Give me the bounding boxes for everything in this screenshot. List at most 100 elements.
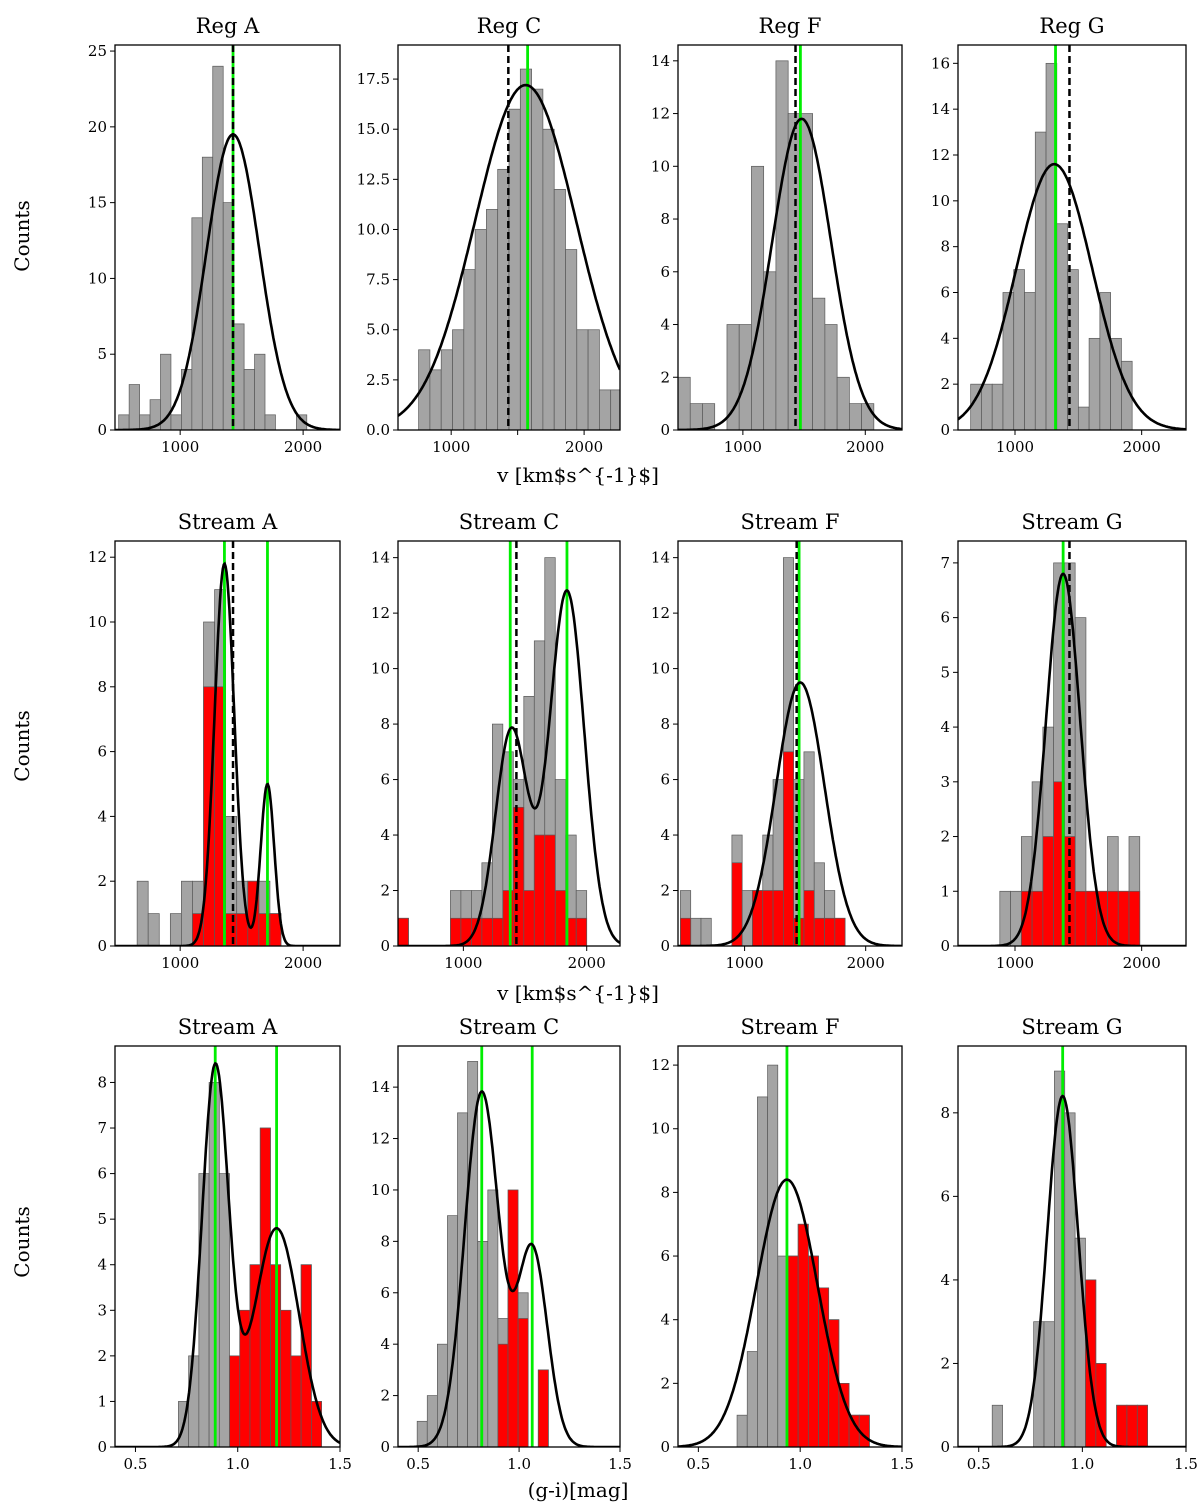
plot-area	[958, 1046, 1186, 1447]
histogram-bar-gray	[775, 60, 789, 430]
y-tick-label: 6	[940, 1187, 950, 1205]
x-tick-label: 1000	[161, 438, 199, 456]
x-tick-label: 2000	[1123, 954, 1161, 972]
panel-2-3: 1000 2000 0 2 4 6 8 10 12 14 Stream F	[651, 510, 903, 972]
histogram-bar-red	[280, 1309, 292, 1447]
histogram-bar-red	[290, 1355, 302, 1447]
y-tick-label: 0	[97, 1438, 107, 1456]
histogram-bar-gray	[999, 890, 1011, 946]
histogram-bar-gray	[689, 403, 703, 430]
histogram-bar-red	[680, 917, 692, 946]
histogram-bar-gray	[1056, 223, 1068, 430]
histogram-bar-gray	[416, 1420, 428, 1447]
panel-1-1: 1000 2000 0 5 10 15 20 25 Reg A	[88, 14, 341, 456]
histogram-bar-red	[502, 890, 514, 946]
y-tick-label: 5	[97, 1210, 107, 1228]
y-tick-label: 8	[940, 238, 950, 256]
histogram-bar-gray	[1067, 269, 1079, 430]
histogram-bar-gray	[678, 376, 691, 430]
plot-frame	[397, 1045, 621, 1448]
x-tick-label: 1.5	[890, 1455, 914, 1473]
y-tick-label: 6	[940, 609, 950, 627]
histogram-bar-red	[544, 834, 556, 946]
y-tick-label: 0	[380, 937, 390, 955]
plot-area	[958, 541, 1186, 946]
y-tick-label: 2	[380, 882, 390, 900]
y-axis-label-row-2: Counts	[10, 710, 34, 781]
y-tick-label: 4	[940, 1271, 950, 1289]
plot-frame	[957, 1045, 1187, 1448]
y-tick-label: 0	[660, 1438, 670, 1456]
x-tick-label: 1000	[161, 954, 199, 972]
histogram-bar-gray	[1110, 337, 1122, 430]
y-tick-label: 16	[931, 54, 950, 72]
histogram-bar-gray	[565, 249, 578, 430]
histogram-bar-gray	[991, 1404, 1003, 1447]
panel-3-1: 0.5 1.0 1.5 0 1 2 3 4 5 6 7 8 Stream A	[97, 1015, 351, 1473]
gaussian-fit-curve	[958, 1094, 1186, 1447]
histogram-bar-gray	[486, 209, 499, 430]
histogram-bar-red	[259, 1127, 271, 1447]
y-tick-label: 0	[940, 421, 950, 439]
panel-title: Reg F	[759, 14, 822, 38]
histogram-bar-red	[1042, 836, 1054, 946]
y-tick-label: 1	[940, 882, 950, 900]
plot-area	[398, 541, 620, 946]
panel-title: Reg G	[1039, 14, 1104, 38]
y-tick-label: 6	[97, 743, 107, 761]
y-tick-label: 12	[371, 604, 390, 622]
panel-3-4: 0.5 1.0 1.5 0 2 4 6 8 Stream G	[940, 1015, 1197, 1473]
histogram-bar-gray	[170, 414, 182, 430]
y-tick-label: 6	[380, 1284, 390, 1302]
x-axis-label-row-2: v [km$s^{-1}$]	[496, 981, 659, 1005]
histogram-bar-gray	[243, 369, 255, 430]
y-tick-label: 2	[660, 882, 670, 900]
histogram-bar-red	[752, 890, 764, 946]
plot-area	[398, 1046, 620, 1447]
y-axis-label-row-1: Counts	[10, 200, 34, 271]
histogram-bar-red	[1116, 1404, 1128, 1447]
plot-area	[678, 541, 902, 946]
plot-frame	[114, 1045, 341, 1448]
plot-frame	[957, 540, 1187, 947]
y-tick-label: 4	[380, 1335, 390, 1353]
histogram-bar-red	[492, 917, 504, 946]
gaussian-fit-curve	[398, 589, 620, 946]
y-tick-label: 12	[931, 146, 950, 164]
panel-title: Stream C	[459, 1015, 559, 1039]
histogram-bar-red	[481, 917, 493, 946]
panel-2-4: 1000 2000 0 1 2 3 4 5 6 7 Stream G	[940, 510, 1187, 972]
histogram-bar-red	[398, 917, 409, 946]
y-tick-label: 12.5	[357, 170, 390, 188]
plot-frame	[397, 540, 621, 947]
histogram-bar-gray	[233, 323, 245, 430]
y-tick-label: 4	[940, 329, 950, 347]
y-tick-label: 8	[97, 678, 107, 696]
y-tick-label: 12	[651, 105, 670, 123]
histogram-bar-gray	[553, 189, 566, 430]
y-tick-label: 6	[380, 771, 390, 789]
y-tick-label: 10	[88, 613, 107, 631]
x-tick-label: 2000	[284, 954, 322, 972]
histogram-bar-gray	[587, 329, 600, 430]
histogram-bar-red	[554, 890, 567, 946]
y-tick-label: 4	[660, 1311, 670, 1329]
y-tick-label: 4	[380, 826, 390, 844]
y-tick-label: 17.5	[357, 70, 390, 88]
panel-title: Stream A	[178, 1015, 278, 1039]
y-tick-label: 8	[97, 1073, 107, 1091]
plot-frame	[677, 44, 903, 431]
histogram-bar-red	[782, 751, 794, 946]
histogram-bar-gray	[254, 353, 266, 430]
histogram-bar-gray	[812, 297, 826, 430]
histogram-bar-red	[533, 834, 546, 946]
y-tick-label: 10	[371, 1181, 390, 1199]
plot-area	[398, 45, 620, 430]
histogram-bar-red	[1126, 1404, 1138, 1447]
histogram-bar-red	[813, 917, 825, 946]
x-tick-label: 1000	[432, 438, 470, 456]
y-tick-label: 5	[940, 663, 950, 681]
y-tick-label: 12	[88, 548, 107, 566]
x-axis-label-row-1: v [km$s^{-1}$]	[496, 463, 659, 487]
